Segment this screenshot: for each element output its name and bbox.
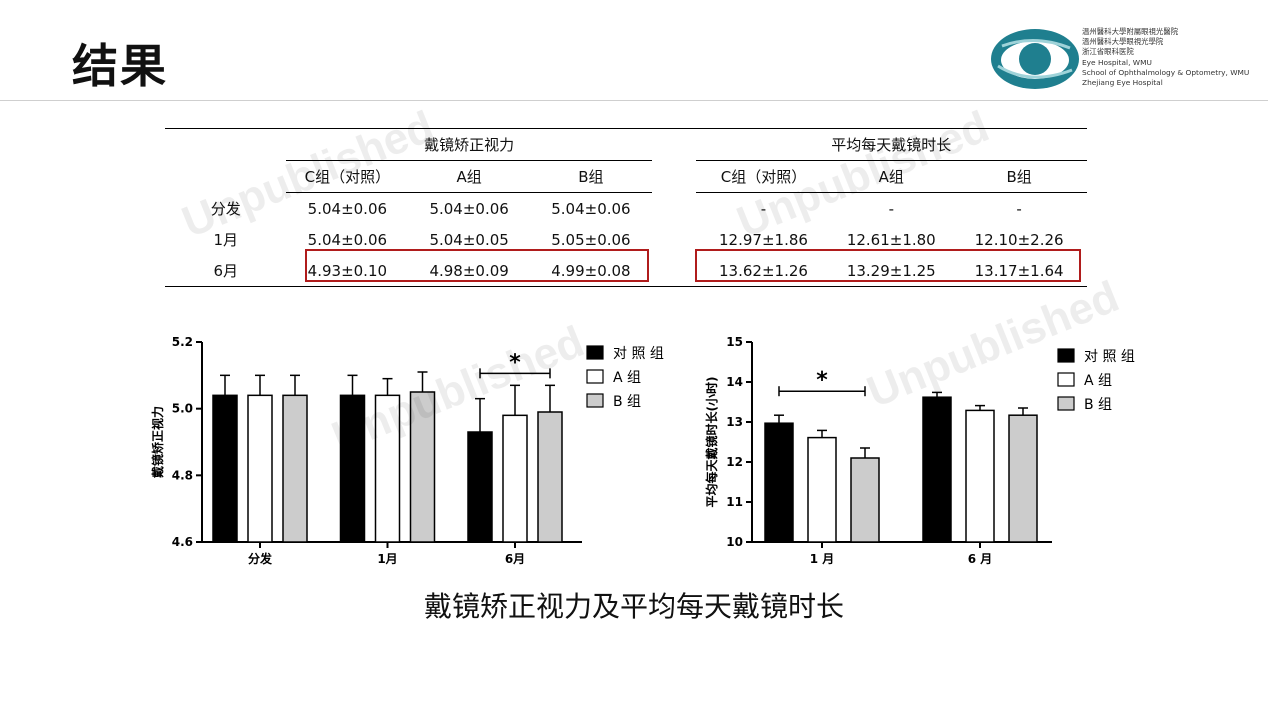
y-tick-label: 10	[726, 535, 743, 549]
column-header: B组	[951, 160, 1087, 193]
bar	[282, 394, 308, 543]
y-tick-label: 15	[726, 335, 743, 349]
row-label: 1月	[213, 231, 238, 249]
bar	[467, 431, 493, 543]
wear-time-bar-chart: 10 11 12 13 14 15 平均每天戴镜时长(小时) 1 月 * 6 月 对 照 组 A 组 B…	[704, 335, 1135, 566]
row-label: 6月	[165, 255, 287, 287]
legend-swatch	[586, 369, 604, 384]
x-tick-label: 分发	[248, 551, 273, 566]
x-tick-label: 1 月	[810, 552, 835, 566]
bar	[922, 396, 952, 543]
table-cell: 12.97±1.86	[719, 230, 808, 249]
table-cell: -	[1016, 199, 1022, 218]
bar	[339, 394, 366, 543]
logo-line: 溫州醫科大學眼視光學院	[1082, 37, 1164, 47]
legend-label: A 组	[613, 370, 641, 386]
table-cell: 5.04±0.06	[307, 199, 388, 218]
column-header: B组	[530, 160, 652, 193]
bar	[965, 409, 995, 543]
column-header: A组	[831, 160, 952, 193]
table-cell: 5.04±0.05	[429, 230, 509, 249]
column-header: C组（对照）	[695, 160, 832, 193]
x-tick-label: 1月	[377, 552, 397, 566]
y-tick-label: 11	[726, 495, 743, 509]
x-tick-label: 6 月	[968, 552, 993, 566]
table-cell: -	[760, 199, 767, 218]
bar	[374, 394, 401, 543]
legend-label: A 组	[1084, 373, 1112, 389]
table-cell: 12.10±2.26	[974, 230, 1064, 249]
legend-label: B 组	[613, 394, 641, 410]
bar	[537, 411, 563, 543]
logo-line: Eye Hospital, WMU	[1082, 57, 1152, 67]
x-tick-label: 6月	[505, 552, 525, 566]
significance-marker: *	[509, 350, 521, 375]
logo-line: 浙江省眼科医院	[1082, 47, 1134, 57]
row-label: 分发	[210, 199, 241, 218]
logo-text: 温州醫科大學附屬眼視光醫院 溫州醫科大學眼視光學院 浙江省眼科医院 Eye Ho…	[1082, 27, 1249, 88]
bar	[212, 394, 238, 543]
legend-swatch	[586, 393, 604, 408]
table-cell: 5.04±0.06	[429, 199, 509, 218]
highlight-box	[305, 249, 649, 282]
y-tick-label: 5.2	[172, 335, 193, 349]
y-tick-label: 5.0	[172, 402, 193, 416]
table-cell: 12.61±1.80	[846, 230, 936, 249]
y-axis-label: 戴镜矫正视力	[150, 406, 165, 478]
table-row: 分发 5.04±0.06 5.04±0.06 5.04±0.06 - - -	[165, 193, 1087, 225]
y-tick-label: 14	[726, 375, 743, 389]
figure-caption: 戴镜矫正视力及平均每天戴镜时长	[423, 590, 844, 623]
results-table: 戴镜矫正视力 平均每天戴镜时长 C组（对照） A组 B组 C组（对照） A组 B…	[165, 128, 1087, 287]
logo-line: School of Ophthalmology & Optometry, WMU	[1082, 67, 1250, 77]
bar	[247, 394, 273, 543]
hospital-logo-icon	[991, 29, 1079, 89]
y-tick-label: 4.8	[172, 468, 193, 482]
y-tick-label: 4.6	[172, 535, 193, 549]
significance-marker: *	[816, 368, 828, 393]
legend-swatch	[1057, 396, 1075, 411]
table-cell: -	[888, 199, 894, 218]
group-header: 戴镜矫正视力	[286, 128, 652, 161]
slide-title: 结果	[72, 39, 168, 93]
group-header: 平均每天戴镜时长	[695, 128, 1087, 161]
legend-label: B 组	[1084, 397, 1112, 413]
table-cell: 5.05±0.06	[551, 230, 631, 249]
y-tick-label: 12	[726, 455, 743, 469]
title-divider	[0, 100, 1268, 101]
table-cell: 5.04±0.06	[551, 199, 631, 218]
bar	[764, 422, 794, 543]
column-header: C组（对照）	[286, 160, 409, 193]
bar	[502, 414, 528, 543]
legend-label: 对 照 组	[613, 346, 664, 362]
logo-line: 温州醫科大學附屬眼視光醫院	[1082, 27, 1179, 36]
table-cell: 5.04±0.06	[307, 230, 388, 249]
logo-line: Zhejiang Eye Hospital	[1082, 78, 1163, 88]
bar	[807, 436, 837, 543]
bar	[850, 457, 880, 543]
highlight-box	[695, 249, 1081, 282]
legend-swatch	[586, 345, 604, 360]
bar	[1008, 414, 1038, 543]
y-axis-label: 平均每天戴镜时长(小时)	[704, 377, 719, 508]
legend-swatch	[1057, 348, 1075, 363]
legend-label: 对 照 组	[1084, 349, 1135, 365]
legend-swatch	[1057, 372, 1075, 387]
y-tick-label: 13	[726, 415, 743, 429]
column-header: A组	[408, 160, 531, 193]
table-row: 1月 5.04±0.06 5.04±0.05 5.05±0.06 12.97±1…	[165, 224, 1087, 255]
